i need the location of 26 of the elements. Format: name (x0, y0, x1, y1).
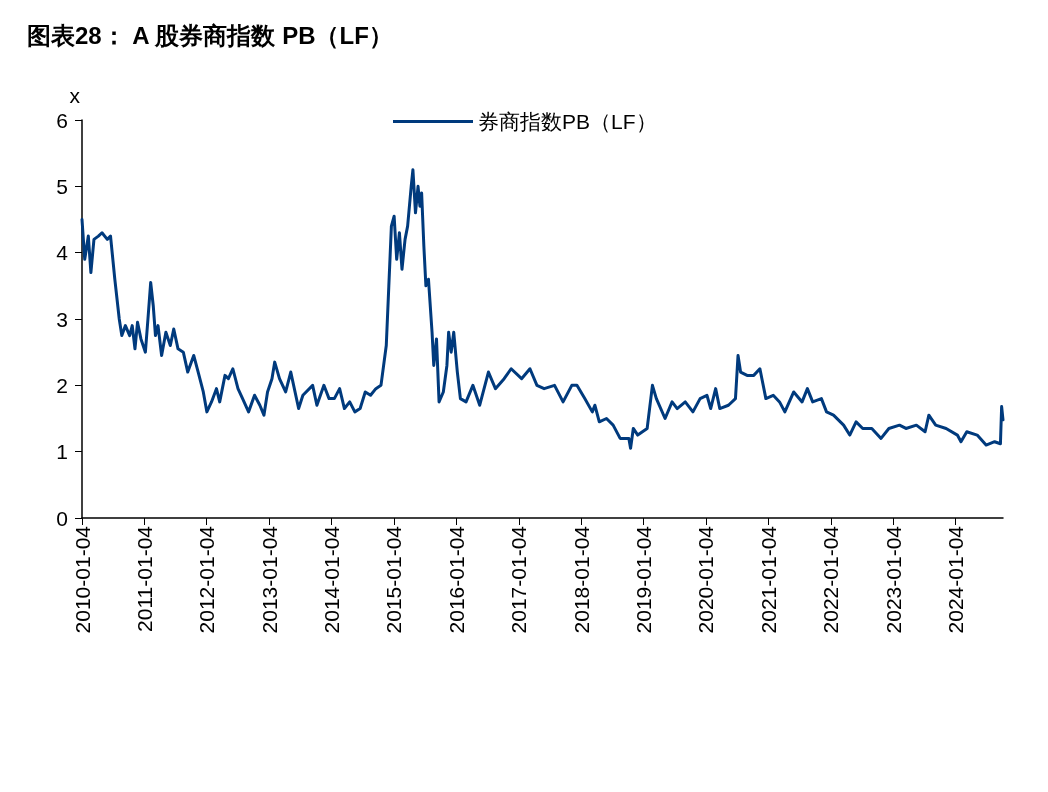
x-tick-label: 2015-01-04 (382, 525, 406, 634)
y-tick-label: 2 (56, 373, 68, 397)
y-tick-label: 1 (56, 440, 68, 464)
x-tick-label: 2011-01-04 (132, 525, 156, 632)
x-tick-label: 2012-01-04 (195, 525, 219, 634)
line-series (80, 168, 1005, 450)
x-tick-label: 2017-01-04 (507, 525, 531, 634)
y-tick-label: 5 (56, 174, 68, 198)
x-tick-label: 2020-01-04 (694, 525, 718, 634)
x-tick-label: 2021-01-04 (756, 525, 780, 634)
y-tick-label: 3 (56, 307, 68, 331)
x-tick-label: 2018-01-04 (569, 525, 593, 634)
x-tick-label: 2022-01-04 (819, 525, 843, 634)
x-tick-label: 2024-01-04 (944, 525, 968, 634)
y-tick-label: 6 (56, 108, 68, 132)
y-tick-label: 0 (56, 506, 68, 530)
y-axis-title: x (69, 84, 81, 107)
x-tick-label: 2016-01-04 (444, 525, 468, 634)
chart-title: 图表28： A 股券商指数 PB（LF） (27, 21, 393, 49)
x-tick-label: 2014-01-04 (320, 525, 344, 634)
x-tick-label: 2013-01-04 (257, 525, 281, 634)
x-tick-label: 2010-01-04 (70, 525, 94, 634)
legend-label: 券商指数PB（LF） (478, 110, 657, 133)
x-tick-label: 2019-01-04 (632, 525, 656, 634)
x-tick-label: 2023-01-04 (881, 525, 905, 634)
y-tick-label: 4 (56, 241, 69, 265)
